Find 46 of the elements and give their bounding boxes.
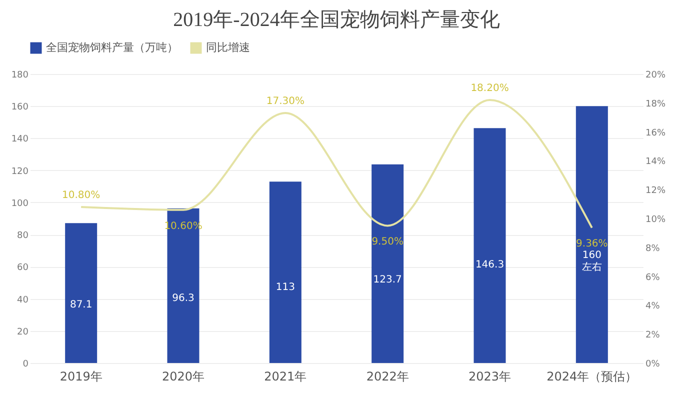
- y-tick-label: 120: [11, 166, 29, 177]
- data-label: 9.50%: [372, 236, 404, 248]
- legend-label: 全国宠物饲料产量（万吨）: [46, 41, 178, 54]
- y-tick-label: 140: [11, 134, 29, 145]
- x-tick-label: 2023年: [468, 370, 512, 384]
- y-tick-label: 40: [17, 295, 29, 306]
- y2-tick-label: 4%: [646, 302, 660, 312]
- x-tick-label: 2022年: [366, 370, 409, 384]
- y2-tick-label: 18%: [646, 99, 666, 110]
- y2-tick-label: 2%: [646, 330, 660, 341]
- data-label: 18.20%: [470, 83, 509, 94]
- y2-tick-label: 10%: [646, 215, 666, 225]
- y-tick-label: 60: [17, 263, 29, 274]
- y-tick-label: 0: [22, 360, 29, 370]
- y2-tick-label: 8%: [646, 244, 660, 254]
- data-label: 17.30%: [266, 96, 304, 108]
- data-label: 9.36%: [576, 238, 608, 250]
- x-tick-label: 2020年: [162, 370, 205, 384]
- data-label: 160左右: [582, 250, 602, 274]
- y-tick-label: 80: [17, 231, 29, 242]
- data-label: 123.7: [373, 274, 402, 286]
- y2-tick-label: 6%: [646, 272, 660, 283]
- bar: [576, 106, 608, 363]
- data-label: 113: [276, 282, 295, 293]
- data-label: 10.80%: [62, 190, 100, 201]
- y-tick-label: 20: [17, 327, 29, 338]
- bar: [65, 223, 98, 363]
- data-label: 96.3: [172, 293, 194, 304]
- y-tick-label: 180: [11, 70, 29, 80]
- x-tick-label: 2024年（预估）: [546, 370, 638, 384]
- y2-tick-label: 20%: [646, 70, 666, 80]
- bar: [372, 164, 404, 363]
- x-tick-label: 2021年: [264, 370, 307, 384]
- y-tick-label: 100: [11, 198, 29, 209]
- y2-tick-label: 12%: [646, 186, 666, 196]
- bar: [474, 128, 506, 363]
- y-tick-label: 160: [11, 102, 29, 113]
- data-label: 146.3: [475, 259, 504, 270]
- legend-label: 同比增速: [206, 41, 250, 54]
- y2-tick-label: 14%: [646, 157, 666, 168]
- data-label: 87.1: [70, 299, 92, 310]
- y2-tick-label: 0%: [646, 360, 660, 370]
- x-tick-label: 2019年: [60, 370, 102, 384]
- bar: [269, 182, 302, 363]
- chart-title: 2019年-2024年全国宠物饲料产量变化: [173, 9, 500, 31]
- y2-tick-label: 16%: [646, 128, 666, 138]
